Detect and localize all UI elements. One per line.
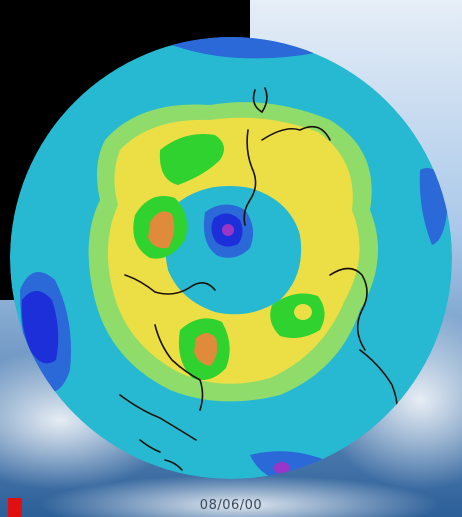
- purple-spot-bottom: [274, 462, 290, 474]
- coastline-caribbean: [139, 439, 183, 471]
- date-label: 08/06/00: [199, 498, 263, 513]
- yellow-spot-right: [294, 304, 312, 320]
- deep-blue-patch-left: [21, 291, 59, 364]
- coastline-north-america: [243, 129, 257, 226]
- orange-peak-bottom: [194, 333, 218, 366]
- green-max-top: [159, 134, 224, 185]
- coastline-eurasia-left: [124, 274, 216, 295]
- coastlines: [119, 87, 399, 471]
- blue-patch-top: [140, 37, 320, 59]
- central-purple-core: [222, 224, 234, 236]
- cloud-bottom: [40, 475, 440, 517]
- coastline-north-africa: [119, 394, 197, 441]
- coastline-arctic-canada: [261, 125, 331, 141]
- coastline-asia-east: [329, 267, 368, 351]
- coastline-greenland: [252, 87, 268, 114]
- coastline-europe: [154, 324, 204, 411]
- ozone-disc: [10, 37, 452, 479]
- orange-peak-left: [148, 211, 175, 249]
- red-marker: [8, 498, 22, 517]
